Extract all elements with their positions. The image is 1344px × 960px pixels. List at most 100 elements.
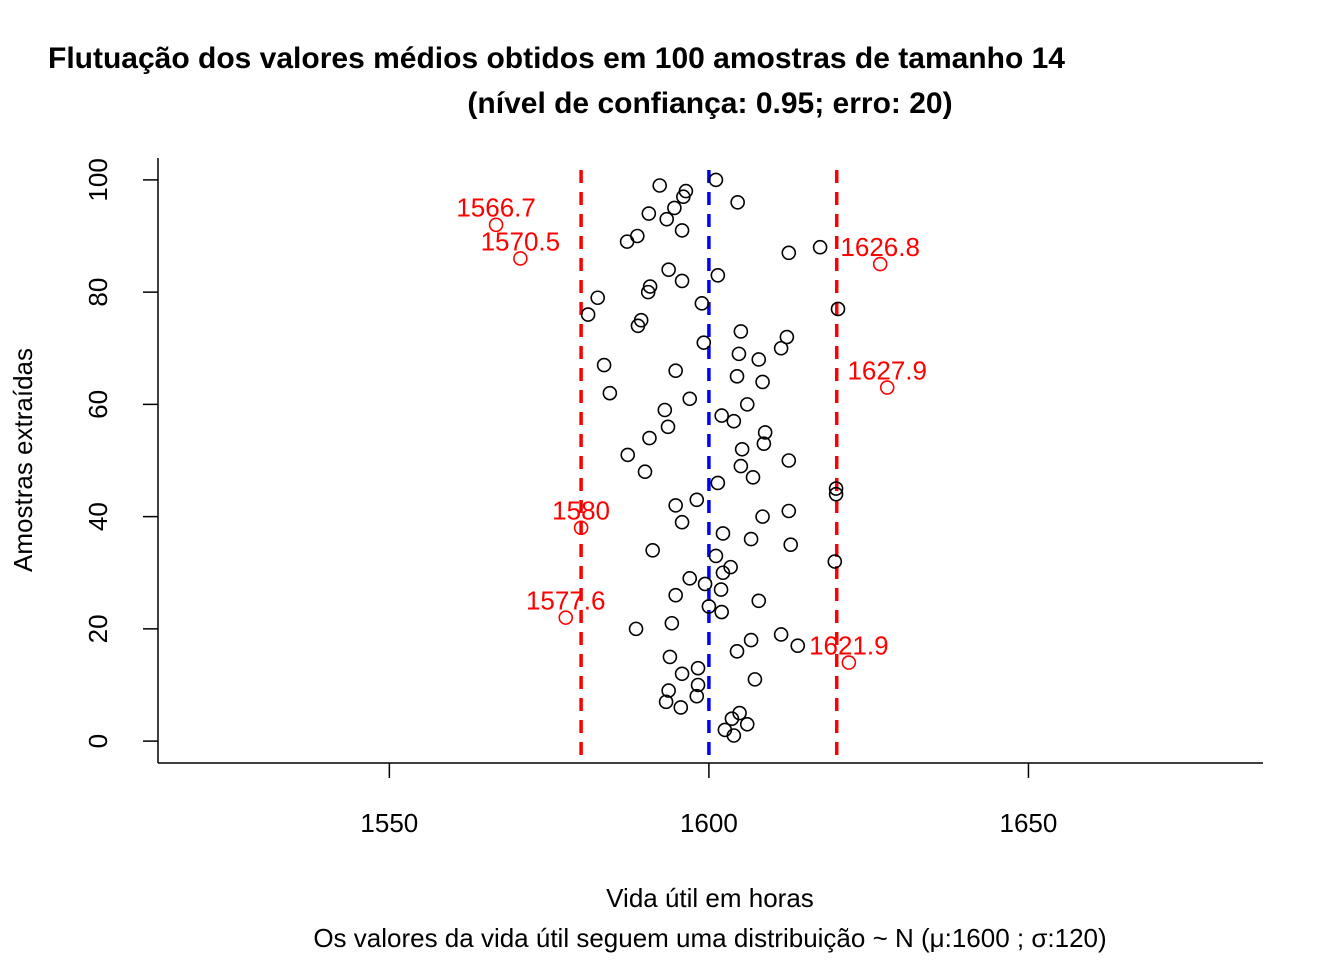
point xyxy=(781,503,797,519)
point xyxy=(689,688,705,704)
point xyxy=(488,217,504,233)
x-axis-label: Vida útil em horas xyxy=(606,883,814,913)
point xyxy=(664,615,680,631)
point xyxy=(733,458,749,474)
point xyxy=(642,430,657,446)
point xyxy=(558,610,574,625)
point xyxy=(674,514,690,530)
point xyxy=(743,632,759,648)
point xyxy=(751,593,767,609)
point xyxy=(694,296,710,311)
y-tick-label: 40 xyxy=(83,502,113,531)
point xyxy=(630,228,645,244)
point xyxy=(781,453,797,468)
point xyxy=(641,206,657,221)
point-label: 1626.8 xyxy=(840,232,920,262)
point xyxy=(661,683,676,698)
point xyxy=(708,172,724,188)
point xyxy=(729,369,745,384)
point-label: 1577.6 xyxy=(526,586,606,616)
point xyxy=(790,638,806,654)
y-axis-label: Amostras extraídas xyxy=(8,348,38,572)
point xyxy=(689,492,705,508)
point xyxy=(710,475,726,491)
point xyxy=(628,621,644,637)
point xyxy=(708,548,724,564)
point xyxy=(781,245,797,261)
point xyxy=(734,441,750,457)
point xyxy=(662,649,678,665)
point xyxy=(682,391,698,407)
point xyxy=(660,419,676,435)
point xyxy=(668,498,683,513)
y-tick-label: 60 xyxy=(83,390,113,419)
point xyxy=(661,262,676,277)
point xyxy=(701,599,717,614)
point xyxy=(659,211,675,227)
point xyxy=(739,397,755,412)
point xyxy=(756,436,772,451)
point xyxy=(828,481,844,496)
point xyxy=(690,660,706,676)
point xyxy=(602,385,618,401)
point xyxy=(682,571,698,586)
point xyxy=(872,256,888,272)
point xyxy=(723,559,738,575)
point xyxy=(773,340,789,356)
point xyxy=(668,587,683,603)
point xyxy=(674,223,690,238)
y-tick-label: 80 xyxy=(83,278,113,307)
x-tick-label: 1650 xyxy=(1000,808,1058,838)
point xyxy=(696,335,712,350)
point xyxy=(697,576,713,592)
point xyxy=(690,677,706,693)
point xyxy=(755,509,770,524)
point xyxy=(667,200,682,216)
point xyxy=(733,324,749,339)
y-tick-label: 100 xyxy=(83,158,113,201)
point-label: 1566.7 xyxy=(456,193,536,223)
point xyxy=(590,290,605,306)
point-label: 1580 xyxy=(552,496,610,526)
point xyxy=(751,352,767,367)
point-label: 1627.9 xyxy=(847,355,927,385)
point xyxy=(717,722,733,738)
point xyxy=(729,644,745,659)
point xyxy=(879,380,895,395)
point xyxy=(710,267,726,283)
point-label: 1570.5 xyxy=(481,226,561,256)
point xyxy=(757,425,773,440)
point xyxy=(668,363,683,379)
point xyxy=(658,694,674,710)
point xyxy=(580,307,596,322)
point xyxy=(714,604,729,620)
point xyxy=(841,655,857,670)
point xyxy=(513,251,528,266)
x-tick-label: 1550 xyxy=(360,808,418,838)
point xyxy=(730,195,745,210)
point xyxy=(637,464,653,480)
point xyxy=(573,520,589,536)
point-label: 1621.9 xyxy=(809,630,889,660)
point xyxy=(674,666,690,682)
point xyxy=(673,700,689,715)
point xyxy=(773,627,789,642)
point xyxy=(642,279,658,294)
chart-title: Flutuação dos valores médios obtidos em … xyxy=(48,42,1065,75)
point xyxy=(755,374,770,390)
point xyxy=(726,413,742,429)
point xyxy=(713,582,729,597)
x-axis-sublabel: Os valores da vida útil seguem uma distr… xyxy=(313,923,1106,953)
point xyxy=(827,554,843,569)
point xyxy=(731,346,747,362)
point xyxy=(743,531,759,547)
point xyxy=(812,239,828,255)
y-tick-label: 20 xyxy=(83,614,113,643)
point xyxy=(828,486,844,502)
point xyxy=(715,526,731,541)
y-tick-label: 0 xyxy=(83,734,113,748)
point xyxy=(678,183,694,199)
point xyxy=(657,402,673,418)
x-tick-label: 1600 xyxy=(680,808,738,838)
